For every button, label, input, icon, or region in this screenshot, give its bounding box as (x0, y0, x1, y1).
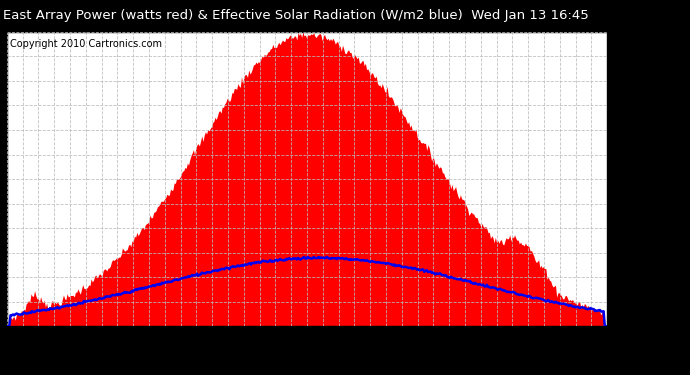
Text: East Array Power (watts red) & Effective Solar Radiation (W/m2 blue)  Wed Jan 13: East Array Power (watts red) & Effective… (3, 9, 589, 22)
Text: Copyright 2010 Cartronics.com: Copyright 2010 Cartronics.com (10, 39, 162, 49)
